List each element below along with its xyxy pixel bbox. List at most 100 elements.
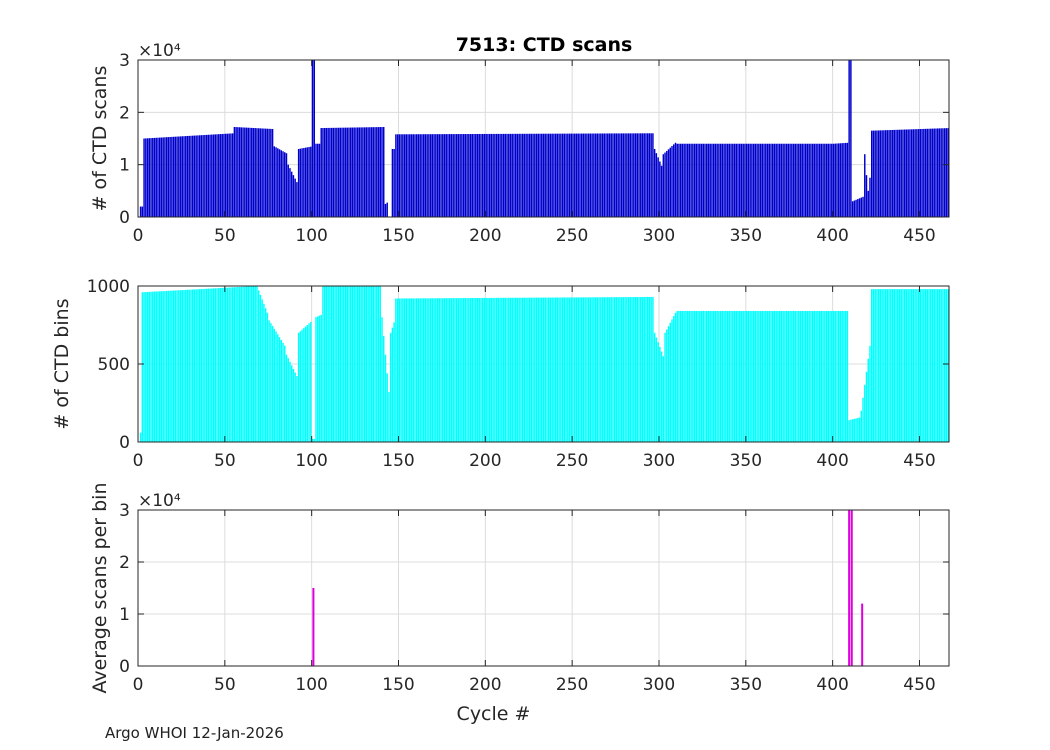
- bar: [251, 127, 253, 217]
- bar: [620, 133, 623, 217]
- bar: [903, 129, 906, 217]
- bar: [690, 143, 692, 217]
- bar: [290, 365, 293, 442]
- bar: [766, 310, 769, 442]
- bar: [211, 288, 213, 442]
- bar: [379, 286, 381, 442]
- bar: [600, 133, 602, 217]
- bar: [358, 127, 361, 217]
- bar: [185, 289, 187, 442]
- bar: [813, 310, 816, 442]
- bar: [652, 133, 654, 217]
- bar: [685, 143, 687, 217]
- bar: [539, 297, 541, 442]
- bar: [409, 134, 411, 217]
- bar: [825, 310, 828, 442]
- bar: [942, 289, 944, 442]
- bar: [938, 128, 941, 217]
- bar: [594, 133, 597, 217]
- bar: [337, 127, 340, 217]
- x-axis-label: Cycle #: [457, 703, 531, 725]
- bar: [817, 143, 819, 217]
- bar: [631, 133, 633, 217]
- bar: [169, 290, 171, 442]
- bar: [174, 290, 177, 442]
- bar: [218, 134, 220, 217]
- bar: [669, 147, 672, 217]
- bar: [928, 289, 930, 442]
- bar: [692, 310, 694, 442]
- bar: [888, 289, 890, 442]
- bar: [607, 297, 609, 442]
- bar: [263, 128, 265, 217]
- bar: [732, 310, 734, 442]
- bar: [488, 297, 491, 442]
- bar: [745, 310, 748, 442]
- bar: [312, 588, 315, 666]
- bar: [664, 332, 666, 442]
- bar: [171, 290, 173, 442]
- bar: [935, 128, 937, 217]
- bar: [339, 127, 342, 217]
- axes-ctd-scans: 0 50 100 150 200 250 300 350 400 450 0 1 2 3 ×10⁴ # of …: [89, 41, 950, 246]
- bar: [249, 286, 251, 442]
- bar: [344, 286, 347, 442]
- bar: [683, 310, 685, 442]
- x-tick-label: 450: [903, 451, 935, 471]
- bar: [765, 310, 767, 442]
- bar: [167, 290, 170, 442]
- x-tick-label: 250: [556, 675, 588, 695]
- bar: [494, 297, 496, 442]
- bar: [883, 130, 885, 217]
- bar: [315, 143, 317, 217]
- bar: [152, 291, 154, 442]
- bar: [806, 143, 809, 217]
- bar: [615, 133, 618, 217]
- bar: [719, 143, 722, 217]
- bar: [534, 297, 536, 442]
- bar: [640, 297, 642, 442]
- bar: [785, 310, 788, 442]
- bar: [419, 298, 421, 442]
- bar: [818, 143, 821, 217]
- bar: [362, 286, 364, 442]
- bar: [848, 420, 850, 442]
- bar: [278, 149, 281, 217]
- bar: [370, 127, 373, 217]
- bar: [613, 133, 616, 217]
- bar: [601, 297, 604, 442]
- bar: [723, 143, 725, 217]
- bar: [165, 290, 168, 442]
- y-axis-label: # of CTD bins: [51, 298, 73, 429]
- bar: [428, 298, 430, 442]
- bar: [820, 310, 823, 442]
- bar: [636, 133, 639, 217]
- bar: [652, 296, 654, 442]
- bar: [198, 135, 201, 217]
- bar: [297, 332, 300, 442]
- bar: [469, 134, 472, 217]
- bar: [348, 127, 350, 217]
- bar: [626, 297, 628, 442]
- bar: [214, 134, 217, 217]
- bar: [601, 133, 604, 217]
- bar: [360, 286, 362, 442]
- bar: [943, 128, 946, 217]
- bar: [730, 310, 732, 442]
- bar: [671, 146, 673, 217]
- bar: [770, 310, 772, 442]
- bar: [323, 286, 326, 442]
- bar: [735, 310, 737, 442]
- bar: [924, 289, 927, 442]
- bar: [513, 133, 515, 217]
- bar: [888, 130, 890, 217]
- bar: [935, 289, 937, 442]
- bar: [547, 297, 550, 442]
- bar: [758, 143, 760, 217]
- bar: [806, 310, 809, 442]
- y-tick-label: 1: [119, 605, 130, 625]
- bar: [485, 297, 487, 442]
- bar: [869, 177, 871, 217]
- bar: [176, 290, 178, 442]
- bar: [803, 143, 805, 217]
